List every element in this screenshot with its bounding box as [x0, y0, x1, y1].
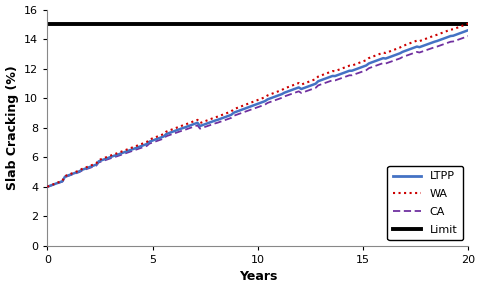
X-axis label: Years: Years: [238, 271, 276, 284]
Y-axis label: Slab Cracking (%): Slab Cracking (%): [6, 65, 19, 190]
Legend: LTPP, WA, CA, Limit: LTPP, WA, CA, Limit: [386, 166, 462, 240]
